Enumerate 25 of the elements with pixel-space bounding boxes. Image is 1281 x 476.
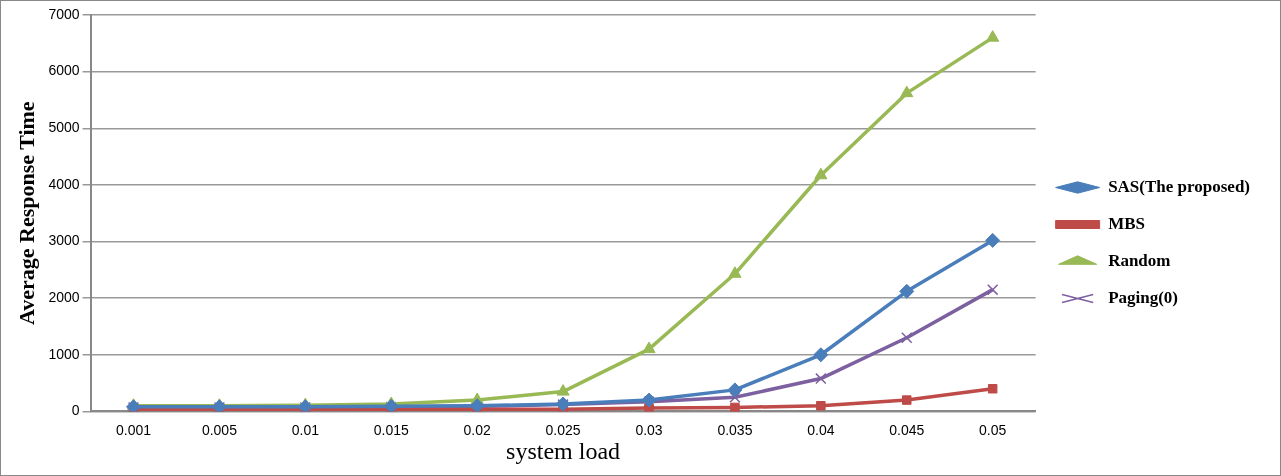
x-tick-label: 0.01: [291, 421, 320, 438]
y-tick-label: 1000: [48, 345, 80, 362]
x-axis-title: system load: [506, 437, 621, 464]
y-tick-label: 3000: [48, 232, 80, 249]
y-tick-label: 7000: [48, 5, 80, 22]
legend-label: Paging(0): [1108, 287, 1179, 307]
y-tick-label: 4000: [48, 175, 80, 192]
y-tick-label: 0: [71, 402, 80, 419]
x-tick-label: 0.005: [201, 421, 238, 438]
x-tick-label: 0.02: [463, 421, 492, 438]
x-tick-label: 0.04: [807, 421, 835, 438]
x-tick-label: 0.05: [979, 421, 1007, 438]
y-tick-label: 5000: [48, 119, 80, 136]
x-tick-label: 0.001: [115, 421, 152, 438]
x-tick-label: 0.015: [373, 421, 409, 438]
x-tick-label: 0.045: [889, 421, 925, 438]
y-axis-title: Average Response Time: [13, 101, 39, 326]
x-tick-label: 0.035: [717, 421, 753, 438]
x-tick-label: 0.03: [635, 421, 663, 438]
legend-label: MBS: [1108, 213, 1145, 233]
x-tick-label: 0.025: [545, 421, 581, 438]
y-tick-label: 2000: [48, 289, 80, 305]
legend-label: Random: [1108, 250, 1171, 270]
legend-label: SAS(The proposed): [1108, 176, 1251, 196]
y-tick-label: 6000: [48, 62, 80, 79]
